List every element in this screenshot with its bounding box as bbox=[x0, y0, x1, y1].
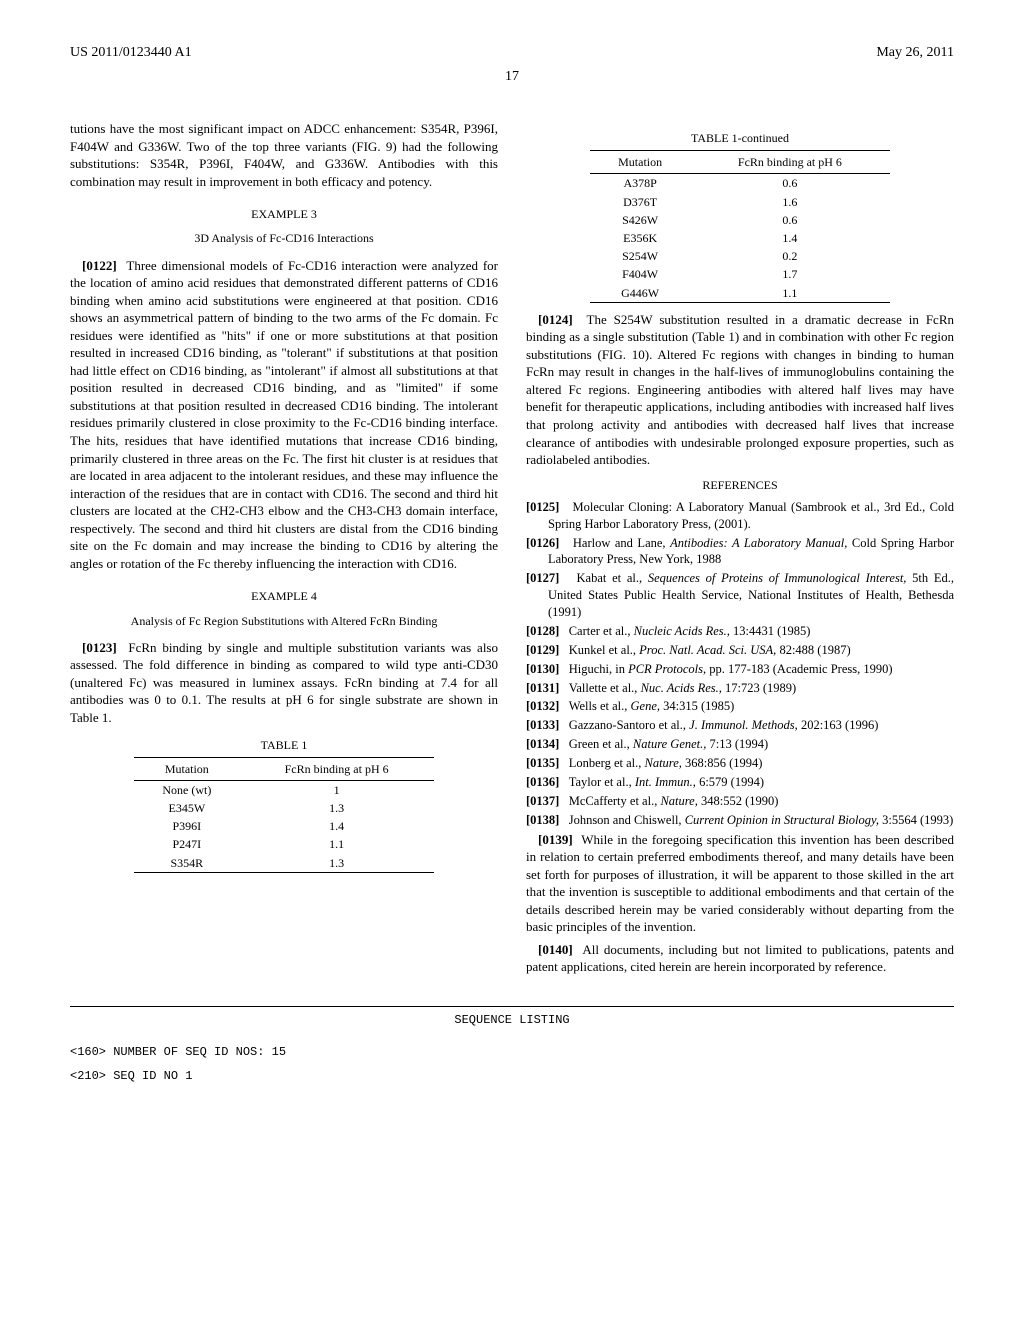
table-1c-col1: Mutation bbox=[590, 151, 690, 174]
reference-item: [0128] Carter et al., Nucleic Acids Res.… bbox=[526, 623, 954, 640]
two-column-layout: tutions have the most significant impact… bbox=[70, 120, 954, 981]
table-1-caption: TABLE 1 bbox=[70, 737, 498, 753]
references-heading: REFERENCES bbox=[526, 477, 954, 493]
reference-item: [0138] Johnson and Chiswell, Current Opi… bbox=[526, 812, 954, 829]
table-row: None (wt)1 bbox=[134, 780, 434, 799]
table-1-col1: Mutation bbox=[134, 757, 239, 780]
paragraph-0123: [0123] FcRn binding by single and multip… bbox=[70, 639, 498, 727]
paragraph-0124: [0124] The S254W substitution resulted i… bbox=[526, 311, 954, 469]
para-text-0122: Three dimensional models of Fc-CD16 inte… bbox=[70, 258, 498, 571]
reference-item: [0131] Vallette et al., Nuc. Acids Res.,… bbox=[526, 680, 954, 697]
example-3-heading: EXAMPLE 3 bbox=[70, 206, 498, 222]
reference-item: [0134] Green et al., Nature Genet., 7:13… bbox=[526, 736, 954, 753]
para-num-0123: [0123] bbox=[82, 640, 117, 655]
mutation-cell: G446W bbox=[590, 284, 690, 303]
table-1c-col2: FcRn binding at pH 6 bbox=[690, 151, 890, 174]
reference-item: [0132] Wells et al., Gene, 34:315 (1985) bbox=[526, 698, 954, 715]
table-row: F404W1.7 bbox=[590, 265, 890, 283]
mutation-cell: E345W bbox=[134, 799, 239, 817]
binding-cell: 0.6 bbox=[690, 174, 890, 193]
para-text-0139: While in the foregoing specification thi… bbox=[526, 832, 954, 935]
table-row: E345W1.3 bbox=[134, 799, 434, 817]
reference-item: [0135] Lonberg et al., Nature, 368:856 (… bbox=[526, 755, 954, 772]
mutation-cell: P247I bbox=[134, 835, 239, 853]
para-num-0139: [0139] bbox=[538, 832, 573, 847]
mutation-cell: None (wt) bbox=[134, 780, 239, 799]
table-1-col2: FcRn binding at pH 6 bbox=[239, 757, 433, 780]
left-column: tutions have the most significant impact… bbox=[70, 120, 498, 981]
sequence-listing: SEQUENCE LISTING <160> NUMBER OF SEQ ID … bbox=[70, 1006, 954, 1083]
reference-item: [0130] Higuchi, in PCR Protocols, pp. 17… bbox=[526, 661, 954, 678]
binding-cell: 1.6 bbox=[690, 193, 890, 211]
sequence-listing-title: SEQUENCE LISTING bbox=[70, 1013, 954, 1027]
para-num-0122: [0122] bbox=[82, 258, 117, 273]
reference-item: [0137] McCafferty et al., Nature, 348:55… bbox=[526, 793, 954, 810]
mutation-cell: S254W bbox=[590, 247, 690, 265]
reference-item: [0126] Harlow and Lane, Antibodies: A La… bbox=[526, 535, 954, 569]
sequence-line-160: <160> NUMBER OF SEQ ID NOS: 15 bbox=[70, 1045, 954, 1059]
table-row: D376T1.6 bbox=[590, 193, 890, 211]
table-row: P247I1.1 bbox=[134, 835, 434, 853]
sequence-line-210: <210> SEQ ID NO 1 bbox=[70, 1069, 954, 1083]
intro-paragraph: tutions have the most significant impact… bbox=[70, 120, 498, 190]
mutation-cell: S354R bbox=[134, 854, 239, 873]
publication-number: US 2011/0123440 A1 bbox=[70, 45, 192, 61]
page-header: US 2011/0123440 A1 May 26, 2011 bbox=[70, 45, 954, 61]
binding-cell: 1 bbox=[239, 780, 433, 799]
binding-cell: 1.4 bbox=[690, 229, 890, 247]
para-num-0124: [0124] bbox=[538, 312, 573, 327]
reference-item: [0127] Kabat et al., Sequences of Protei… bbox=[526, 570, 954, 621]
page: US 2011/0123440 A1 May 26, 2011 17 tutio… bbox=[0, 0, 1024, 1320]
publication-date: May 26, 2011 bbox=[876, 45, 954, 61]
references-list: [0125] Molecular Cloning: A Laboratory M… bbox=[526, 499, 954, 829]
table-1-continued: MutationFcRn binding at pH 6 A378P0.6D37… bbox=[590, 150, 890, 303]
para-num-0140: [0140] bbox=[538, 942, 573, 957]
example-3-subheading: 3D Analysis of Fc-CD16 Interactions bbox=[70, 230, 498, 246]
mutation-cell: D376T bbox=[590, 193, 690, 211]
para-text-0123: FcRn binding by single and multiple subs… bbox=[70, 640, 498, 725]
mutation-cell: P396I bbox=[134, 817, 239, 835]
binding-cell: 1.1 bbox=[239, 835, 433, 853]
table-row: S254W0.2 bbox=[590, 247, 890, 265]
reference-item: [0133] Gazzano-Santoro et al., J. Immuno… bbox=[526, 717, 954, 734]
mutation-cell: A378P bbox=[590, 174, 690, 193]
table-row: E356K1.4 bbox=[590, 229, 890, 247]
mutation-cell: E356K bbox=[590, 229, 690, 247]
reference-item: [0129] Kunkel et al., Proc. Natl. Acad. … bbox=[526, 642, 954, 659]
example-4-heading: EXAMPLE 4 bbox=[70, 588, 498, 604]
binding-cell: 1.3 bbox=[239, 799, 433, 817]
paragraph-0139: [0139] While in the foregoing specificat… bbox=[526, 831, 954, 936]
table-1-continued-caption: TABLE 1-continued bbox=[526, 130, 954, 146]
mutation-cell: S426W bbox=[590, 211, 690, 229]
table-row: G446W1.1 bbox=[590, 284, 890, 303]
binding-cell: 1.3 bbox=[239, 854, 433, 873]
page-number: 17 bbox=[70, 69, 954, 85]
para-text-0124: The S254W substitution resulted in a dra… bbox=[526, 312, 954, 467]
table-row: A378P0.6 bbox=[590, 174, 890, 193]
binding-cell: 1.1 bbox=[690, 284, 890, 303]
table-1: MutationFcRn binding at pH 6 None (wt)1E… bbox=[134, 757, 434, 873]
paragraph-0122: [0122] Three dimensional models of Fc-CD… bbox=[70, 257, 498, 573]
para-text-0140: All documents, including but not limited… bbox=[526, 942, 954, 975]
reference-item: [0136] Taylor et al., Int. Immun., 6:579… bbox=[526, 774, 954, 791]
table-row: S354R1.3 bbox=[134, 854, 434, 873]
table-row: P396I1.4 bbox=[134, 817, 434, 835]
binding-cell: 1.4 bbox=[239, 817, 433, 835]
binding-cell: 0.2 bbox=[690, 247, 890, 265]
table-row: S426W0.6 bbox=[590, 211, 890, 229]
paragraph-0140: [0140] All documents, including but not … bbox=[526, 941, 954, 976]
reference-item: [0125] Molecular Cloning: A Laboratory M… bbox=[526, 499, 954, 533]
mutation-cell: F404W bbox=[590, 265, 690, 283]
binding-cell: 1.7 bbox=[690, 265, 890, 283]
example-4-subheading: Analysis of Fc Region Substitutions with… bbox=[70, 613, 498, 629]
binding-cell: 0.6 bbox=[690, 211, 890, 229]
right-column: TABLE 1-continued MutationFcRn binding a… bbox=[526, 120, 954, 981]
